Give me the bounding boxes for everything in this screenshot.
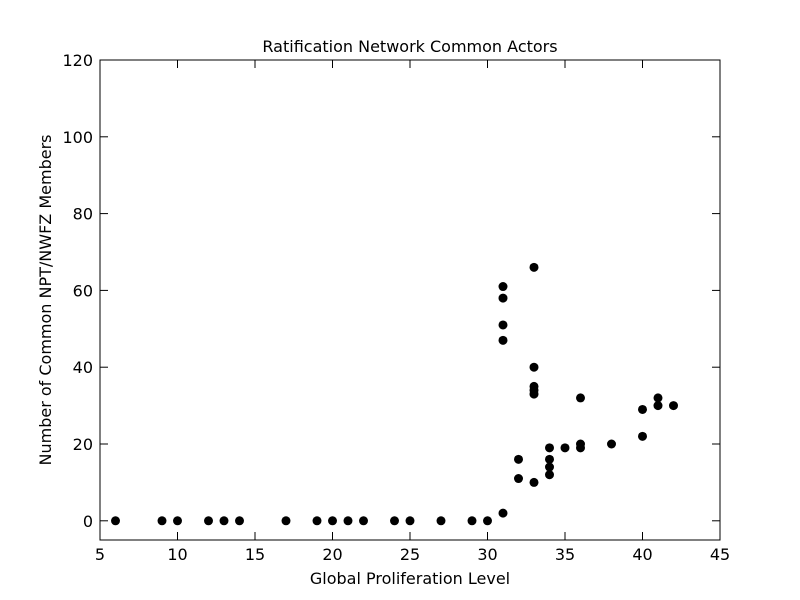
x-tick-label: 25 (400, 545, 420, 564)
y-tick-label: 0 (83, 512, 93, 531)
x-tick-label: 40 (632, 545, 652, 564)
y-tick-label: 80 (73, 205, 93, 224)
data-point (157, 516, 167, 526)
x-tick-label: 10 (167, 545, 187, 564)
data-point (560, 443, 570, 453)
x-tick-label: 20 (322, 545, 342, 564)
data-point (173, 516, 182, 526)
data-point (545, 470, 554, 480)
x-tick-label: 30 (477, 545, 497, 564)
data-point (405, 516, 415, 526)
data-point (436, 516, 446, 526)
x-tick-label: 45 (710, 545, 730, 564)
data-point (545, 462, 554, 472)
chart-title: Ratification Network Common Actors (262, 37, 557, 56)
x-tick-label: 5 (95, 545, 105, 564)
y-axis: 0 20 40 60 80 100 120 (62, 51, 720, 531)
data-point (514, 474, 523, 484)
data-point (653, 393, 663, 403)
data-point (281, 516, 291, 526)
data-point (498, 335, 508, 345)
data-point (638, 404, 647, 414)
data-point (529, 381, 539, 391)
scatter-points (111, 262, 678, 526)
data-point (653, 401, 663, 411)
y-tick-label: 20 (73, 435, 93, 454)
data-point (498, 508, 508, 518)
y-tick-label: 120 (62, 51, 93, 70)
x-axis: 5 10 15 20 25 30 35 40 45 (95, 60, 730, 564)
data-point (219, 516, 229, 526)
data-point (235, 516, 244, 526)
data-point (498, 293, 508, 303)
data-point (529, 477, 539, 487)
data-point (390, 516, 399, 526)
data-point (204, 516, 213, 526)
data-point (312, 516, 322, 526)
data-point (638, 431, 647, 441)
x-tick-label: 15 (245, 545, 265, 564)
data-point (576, 439, 585, 449)
x-tick-label: 35 (555, 545, 575, 564)
data-point (529, 362, 539, 372)
y-tick-label: 60 (73, 281, 93, 300)
data-point (576, 393, 585, 403)
data-point (498, 320, 508, 330)
y-tick-label: 100 (62, 128, 93, 147)
data-point (545, 454, 554, 464)
data-point (343, 516, 353, 526)
data-point (607, 439, 616, 449)
data-point (545, 443, 554, 453)
data-point (514, 454, 523, 464)
data-point (359, 516, 368, 526)
data-point (669, 401, 678, 411)
data-point (111, 516, 120, 526)
data-point (467, 516, 477, 526)
data-point (483, 516, 492, 526)
data-point (498, 282, 508, 292)
x-axis-label: Global Proliferation Level (310, 569, 510, 588)
y-axis-label: Number of Common NPT/NWFZ Members (36, 135, 55, 466)
y-tick-label: 40 (73, 358, 93, 377)
data-point (529, 262, 539, 272)
data-point (328, 516, 337, 526)
